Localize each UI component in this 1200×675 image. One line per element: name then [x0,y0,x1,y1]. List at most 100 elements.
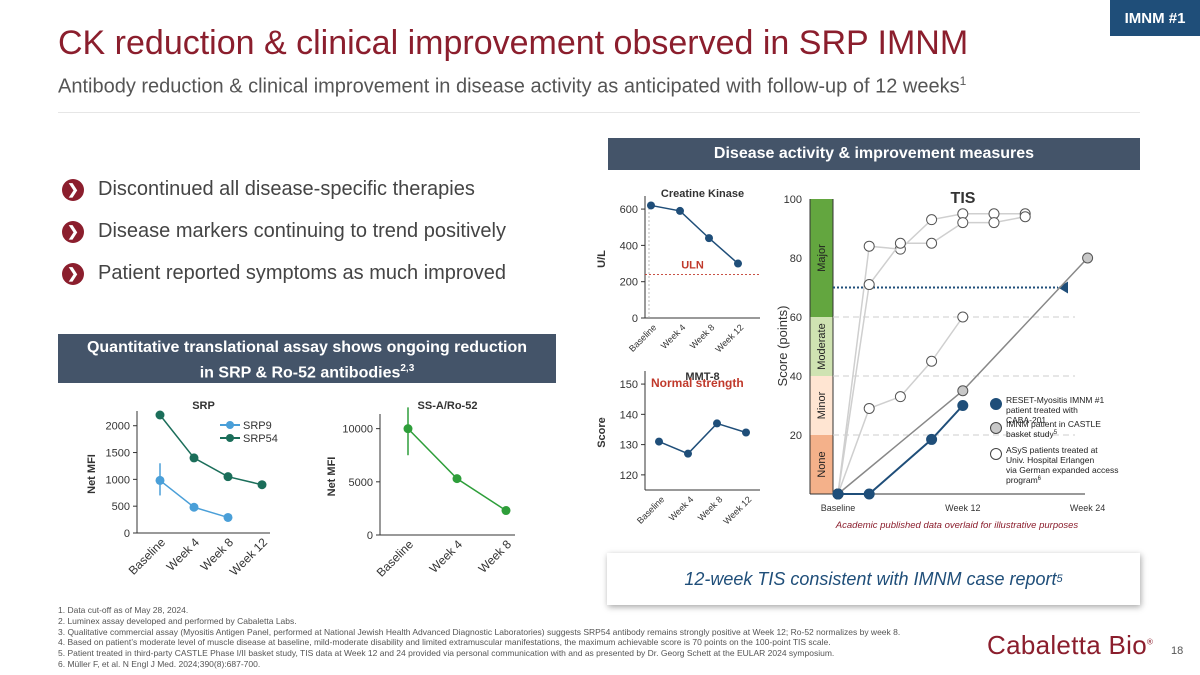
srp-data-point [223,512,233,522]
tis-data-point [894,391,906,403]
ro52-data-point [403,424,413,434]
ro52-y-axis-label: Net MFI [326,457,338,497]
tis-legend-footnote-ref: 5 [1054,430,1058,436]
ck-y-tick-label: 600 [620,204,638,216]
tis-data-point [988,217,1000,229]
footnote-item: 4. Based on patient’s moderate level of … [58,637,831,648]
bullet-item: ❯ Patient reported symptoms as much impr… [62,262,506,285]
tis-band-label: Moderate [816,323,828,369]
mmt8-y-tick-label: 140 [620,409,638,421]
tis-data-point [863,240,875,252]
page-subtitle: Antibody reduction & clinical improvemen… [58,74,966,99]
tis-data-point [894,237,906,249]
ro52-x-tick-label: Week 8 [476,537,515,576]
callout-footnote-ref: 5 [1056,573,1063,585]
tis-legend-label: IMNM patient in CASTLE basket study5 [1006,419,1101,439]
section-tag: IMNM #1 [1110,0,1200,36]
srp-y-axis-label: Net MFI [86,454,98,494]
tis-data-point [863,402,875,414]
footnote-item: 1. Data cut-off as of May 28, 2024. [58,605,189,615]
tis-legend-marker [990,422,1002,434]
tis-band [810,317,833,376]
tis-data-point [926,355,938,367]
tis-data-point [1019,211,1031,223]
srp-data-point [189,502,199,512]
srp-y-tick-label: 1000 [106,474,130,486]
title-divider [58,112,1140,113]
srp-legend-label: SRP54 [243,433,278,445]
tis-legend-label: ASyS patients treated at Univ. Hospital E… [1006,445,1118,485]
tis-band [810,199,833,317]
tis-legend-marker [990,448,1002,460]
mmt8-x-tick-label: Baseline [635,494,666,525]
tis-data-point [957,400,969,411]
assay-header-line2: in SRP & Ro-52 antibodies2,3 [58,358,556,383]
ro52-series-line [407,428,507,512]
tis-footnote: Academic published data overlaid for ill… [835,520,1079,531]
ro52-x-tick-label: Week 4 [427,537,466,576]
bullet-text: Patient reported symptoms as much improv… [98,262,506,284]
tis-legend-label-line: CABA-201 [1006,415,1046,425]
ck-title: Creatine Kinase [661,188,744,200]
tis-callout-box: 12-week TIS consistent with IMNM case re… [607,553,1140,605]
chevron-right-icon: ❯ [62,262,84,285]
subtitle-footnote-ref: 1 [959,74,967,88]
ck-x-tick-label: Week 4 [659,322,688,351]
srp-legend-label: SRP9 [243,420,272,432]
callout-text: 12-week TIS consistent with IMNM case re… [684,568,1057,589]
tis-x-tick-label: Baseline [821,503,856,513]
mmt8-y-tick-label: 120 [620,470,638,482]
mmt8-data-point [742,428,750,437]
ck-data-point [647,201,655,210]
tis-data-point [863,279,875,291]
bullet-text: Disease markers continuing to trend posi… [98,220,506,242]
mmt8-x-tick-label: Week 12 [721,494,753,526]
srp-y-tick-label: 0 [124,528,130,540]
tis-y-tick-label: 20 [790,430,802,442]
tis-y-tick-label: 60 [790,312,802,324]
srp-data-point [155,475,165,485]
tis-legend-label-line: basket study [1006,429,1054,439]
tis-x-tick-label: Week 24 [1070,503,1105,513]
tis-band [810,435,833,494]
mmt8-data-point [684,449,692,458]
srp-title: SRP [192,400,215,412]
tis-legend-label-line: RESET-Myositis IMNM #1 [1006,395,1105,405]
page-title: CK reduction & clinical improvement obse… [58,24,969,62]
ro52-y-tick-label: 0 [367,530,373,542]
srp-data-point [223,472,233,482]
ro52-title: SS-A/Ro-52 [418,400,478,412]
ro52-data-point [501,506,511,516]
ck-series-line [650,204,739,265]
tis-legend-marker [990,398,1002,410]
mmt8-data-point [713,419,721,428]
bullet-text: Discontinued all disease-specific therap… [98,178,475,200]
tis-legend-label-line: IMNM patient in CASTLE [1006,419,1101,429]
ck-data-point [705,234,713,243]
ro52-data-point [452,474,462,484]
srp-x-tick-label: Baseline [126,535,169,578]
mmt8-x-tick-label: Week 4 [667,494,696,523]
srp-series-line [159,414,263,486]
srp-data-point [189,453,199,463]
ck-x-tick-label: Week 12 [713,322,745,354]
tis-data-point [926,433,938,445]
assay-footnote-ref: 2,3 [400,363,415,374]
tis-legend-label-line: ASyS patients treated at [1006,445,1098,455]
footnote-item: 5. Patient treated in third-party CASTLE… [58,648,835,659]
ck-x-tick-label: Baseline [627,322,658,353]
srp-x-tick-label: Week 12 [227,535,270,578]
tis-max-achievable-arrow [1058,281,1068,294]
tis-legend-label: RESET-Myositis IMNM #1 patient treated wi… [1006,395,1105,425]
ck-y-tick-label: 200 [620,277,638,289]
tis-x-tick-label: Week 12 [945,503,980,513]
tis-data-point [957,311,969,323]
srp-legend-marker [226,434,234,442]
bullet-item: ❯ Discontinued all disease-specific ther… [62,178,475,201]
tis-series-line [838,404,964,495]
srp-x-tick-label: Week 4 [164,535,203,574]
tis-data-point [832,488,844,500]
srp-y-tick-label: 2000 [106,421,130,433]
mmt8-y-axis-label: Score [596,417,608,448]
